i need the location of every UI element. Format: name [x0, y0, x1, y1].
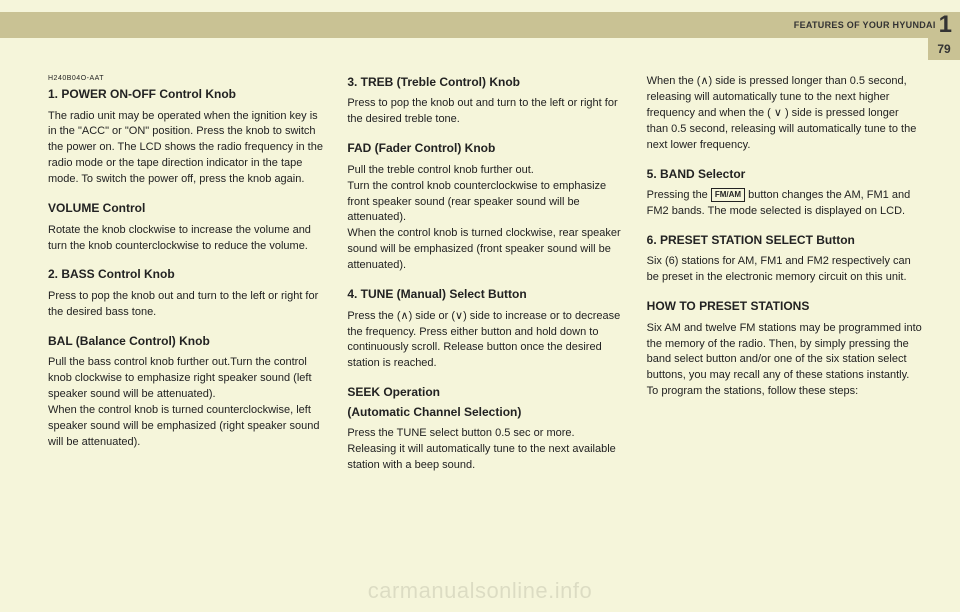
heading-how-to-preset: HOW TO PRESET STATIONS	[647, 298, 922, 315]
page-content: H240B04O-AAT 1. POWER ON-OFF Control Kno…	[48, 74, 922, 474]
paragraph: When the control knob is turned counterc…	[48, 403, 323, 451]
heading-preset-select: 6. PRESET STATION SELECT Button	[647, 232, 922, 249]
column-2: 3. TREB (Treble Control) Knob Press to p…	[347, 74, 622, 474]
reference-code: H240B04O-AAT	[48, 74, 323, 84]
watermark: carmanualsonline.info	[0, 578, 960, 604]
paragraph: When the (∧) side is pressed longer than…	[647, 74, 922, 154]
header-section-title: FEATURES OF YOUR HYUNDAI	[794, 20, 936, 30]
paragraph: Press to pop the knob out and turn to th…	[48, 289, 323, 321]
heading-band: 5. BAND Selector	[647, 166, 922, 183]
heading-balance: BAL (Balance Control) Knob	[48, 333, 323, 350]
heading-fader: FAD (Fader Control) Knob	[347, 140, 622, 157]
paragraph: Press to pop the knob out and turn to th…	[347, 96, 622, 128]
text: Pressing the	[647, 189, 711, 201]
header-bar: FEATURES OF YOUR HYUNDAI 1	[0, 12, 960, 38]
column-3: When the (∧) side is pressed longer than…	[647, 74, 922, 474]
paragraph: Press the TUNE select button 0.5 sec or …	[347, 426, 622, 474]
paragraph: Six AM and twelve FM stations may be pro…	[647, 321, 922, 401]
heading-treble: 3. TREB (Treble Control) Knob	[347, 74, 622, 91]
heading-tune: 4. TUNE (Manual) Select Button	[347, 286, 622, 303]
paragraph-band: Pressing the FM/AM button changes the AM…	[647, 188, 922, 220]
heading-seek-sub: (Automatic Channel Selection)	[347, 404, 622, 421]
paragraph: Pull the bass control knob further out.T…	[48, 355, 323, 403]
paragraph: Rotate the knob clockwise to increase th…	[48, 223, 323, 255]
page-number-tab: 79	[928, 38, 960, 60]
heading-bass: 2. BASS Control Knob	[48, 266, 323, 283]
heading-volume: VOLUME Control	[48, 200, 323, 217]
fmam-button-icon: FM/AM	[711, 188, 745, 202]
page-number: 79	[937, 42, 950, 56]
header-chapter-number: 1	[939, 11, 952, 39]
paragraph: When the control knob is turned clockwis…	[347, 226, 622, 274]
paragraph: Press the (∧) side or (∨) side to increa…	[347, 309, 622, 373]
heading-power-knob: 1. POWER ON-OFF Control Knob	[48, 86, 323, 103]
heading-seek: SEEK Operation	[347, 384, 622, 401]
paragraph: Turn the control knob counterclockwise t…	[347, 179, 622, 227]
paragraph: Pull the treble control knob further out…	[347, 163, 622, 179]
paragraph: The radio unit may be operated when the …	[48, 109, 323, 189]
paragraph: Six (6) stations for AM, FM1 and FM2 res…	[647, 254, 922, 286]
column-1: H240B04O-AAT 1. POWER ON-OFF Control Kno…	[48, 74, 323, 474]
